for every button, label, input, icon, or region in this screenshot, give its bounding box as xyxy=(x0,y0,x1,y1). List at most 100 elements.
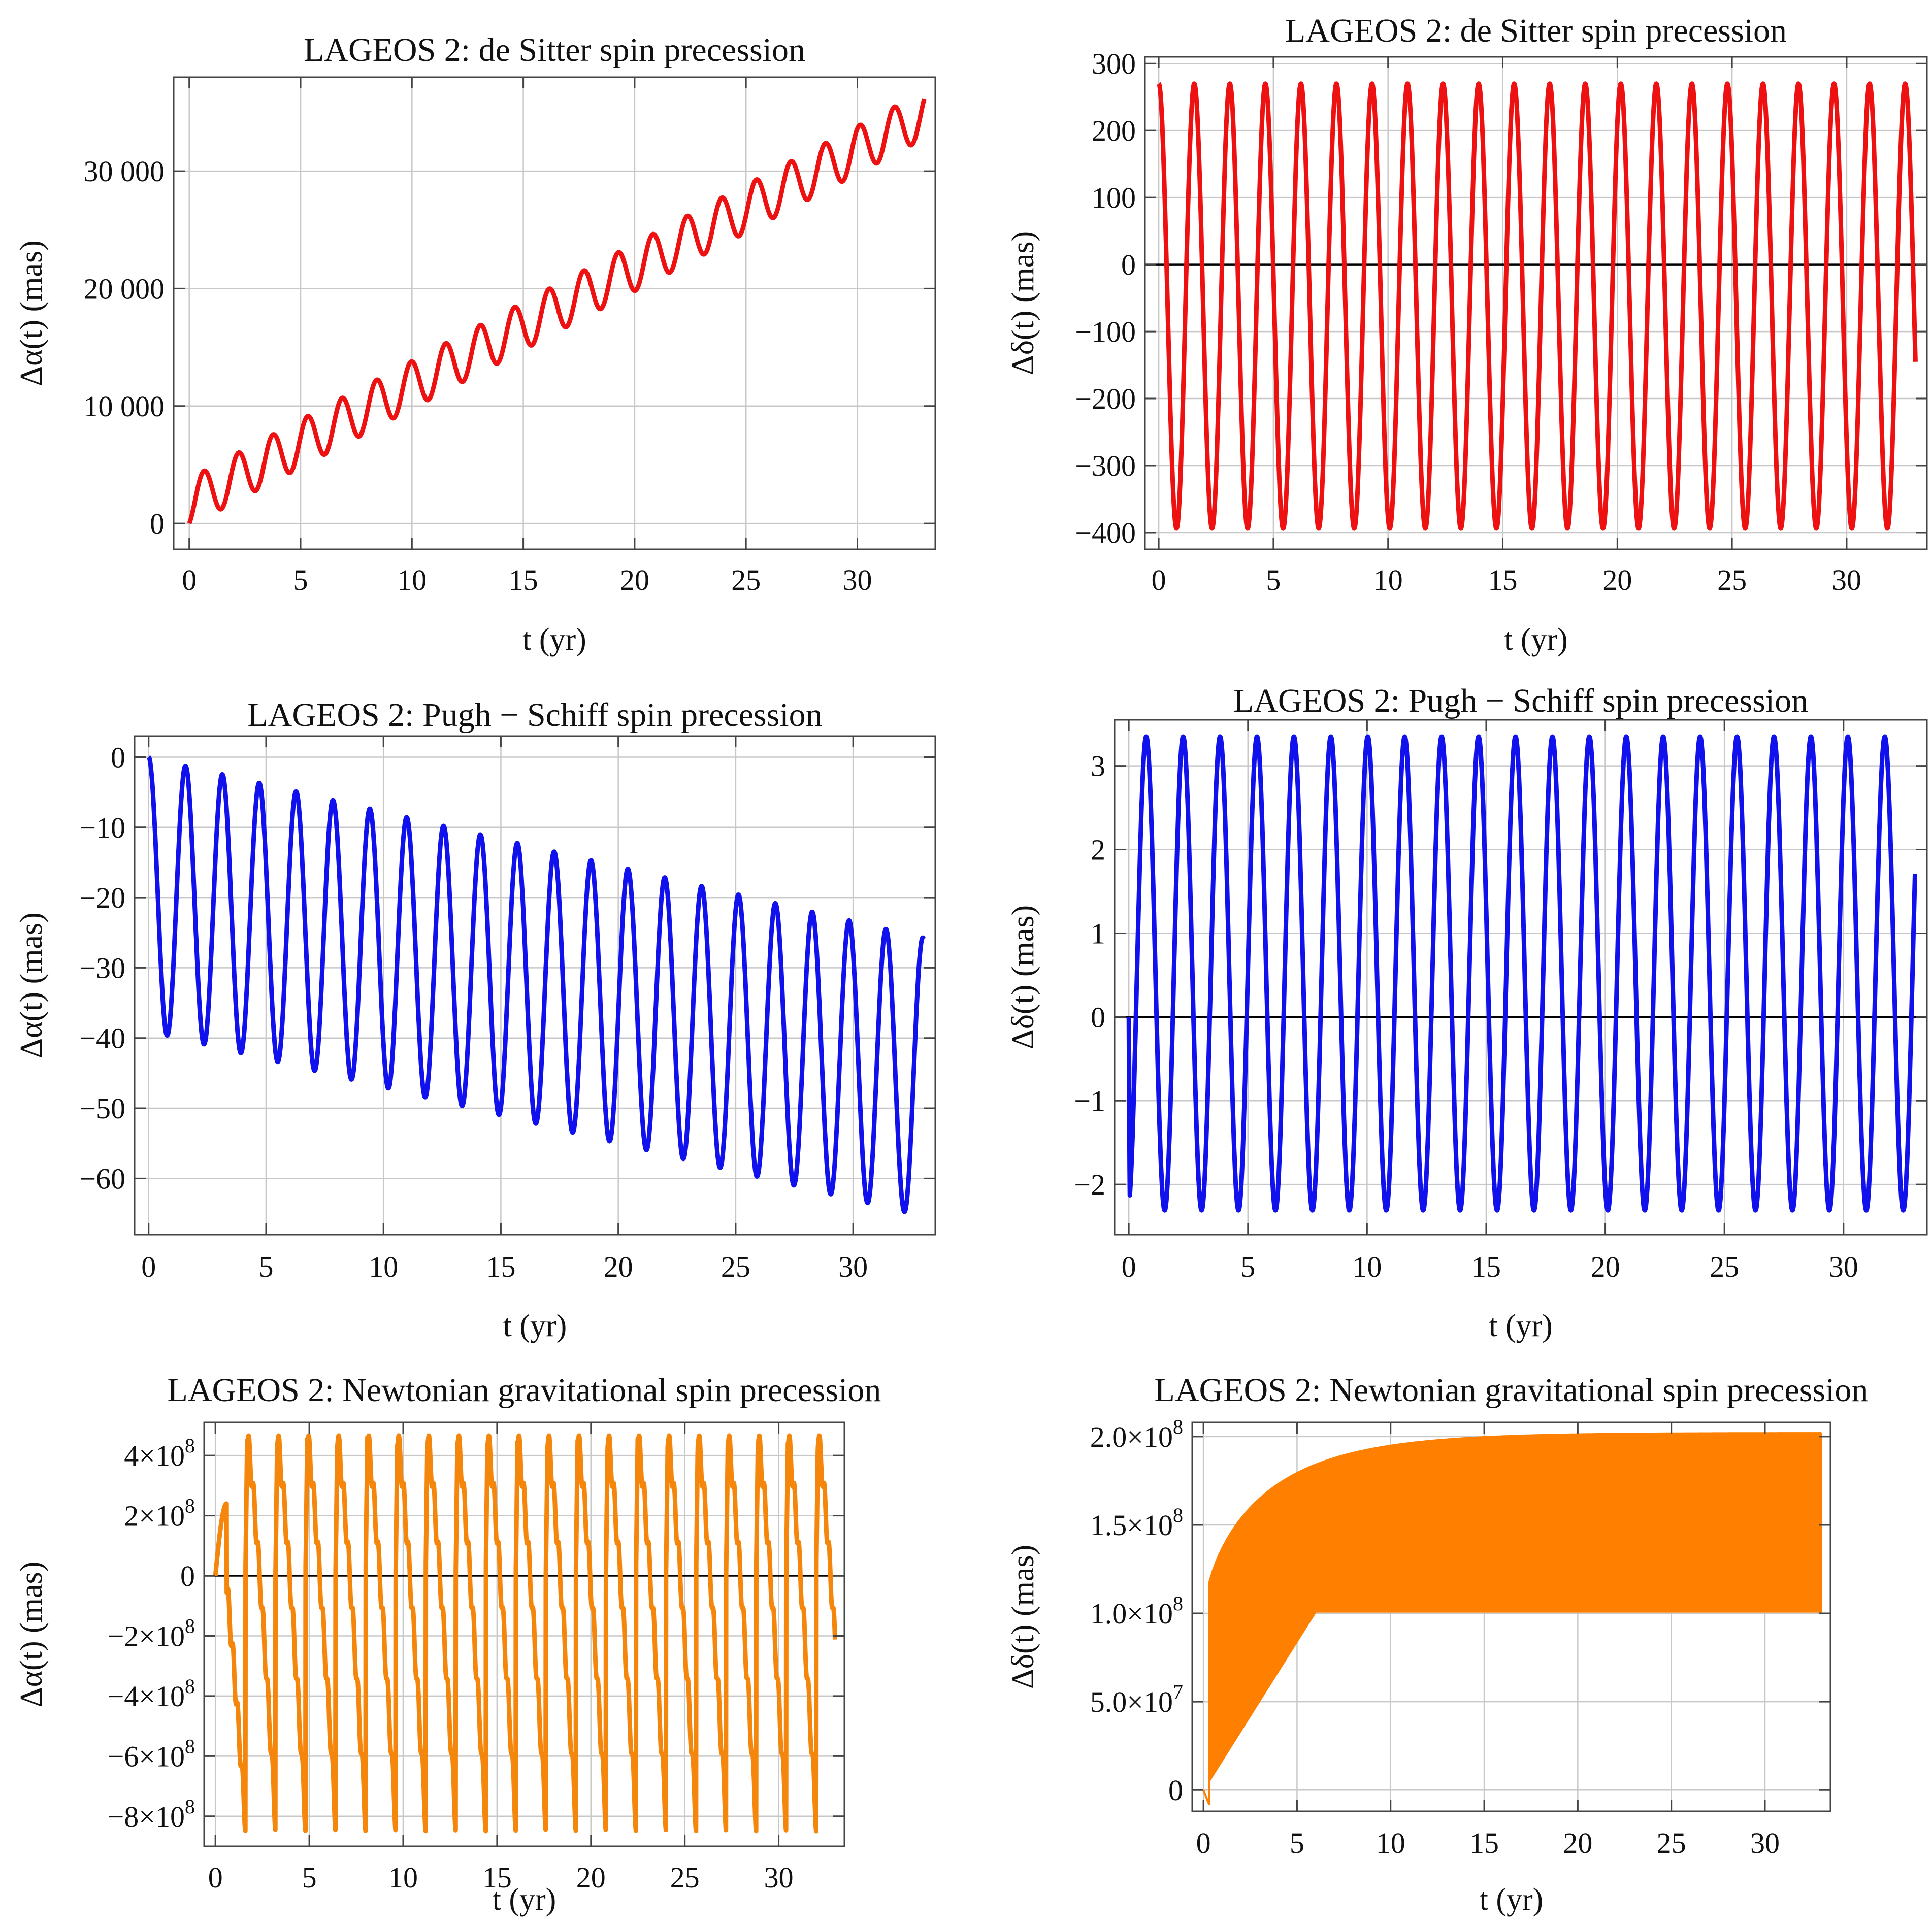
panel-pugh-schiff-delta: 0 5 10 15 20 25 30 −2 −1 0 1 2 3 LAGEOS 2: Pugh − Sch… xyxy=(1006,682,1928,1343)
x-axis-label: t (yr) xyxy=(493,1882,556,1917)
y-tick-exponent: 8 xyxy=(185,1675,195,1698)
x-tick-label: 25 xyxy=(1657,1827,1686,1860)
chart-title: LAGEOS 2: Newtonian gravitational spin p… xyxy=(168,1372,881,1409)
x-tick-label: 10 xyxy=(1373,563,1403,596)
x-tick-label: 20 xyxy=(1591,1250,1620,1283)
y-tick-label: −100 xyxy=(1075,315,1136,348)
x-tick-label: 5 xyxy=(258,1250,273,1283)
x-tick-label: 30 xyxy=(1750,1827,1780,1860)
y-tick-label: −60 xyxy=(79,1162,125,1195)
series-line-p6 xyxy=(1202,1432,1822,1805)
x-tick-label: 15 xyxy=(482,1861,512,1894)
x-tick-label: 0 xyxy=(182,563,197,596)
y-tick-exponent: 8 xyxy=(1173,1504,1183,1527)
x-tick-label: 5 xyxy=(1266,563,1281,596)
x-axis-label: t (yr) xyxy=(503,1309,567,1343)
y-tick-label: −30 xyxy=(79,951,125,984)
y-tick-label: −200 xyxy=(1075,382,1136,415)
y-tick-label: −1 xyxy=(1074,1084,1105,1117)
x-tick-label: 5 xyxy=(1240,1250,1255,1283)
x-tick-label: 5 xyxy=(1290,1827,1304,1860)
x-tick-label: 25 xyxy=(731,563,761,596)
y-tick-exponent: 8 xyxy=(185,1795,195,1818)
y-tick-mantissa: 2.0×10 xyxy=(1090,1420,1173,1453)
x-tick-label: 0 xyxy=(1196,1827,1211,1860)
x-tick-label: 25 xyxy=(1710,1250,1739,1283)
x-tick-label: 0 xyxy=(208,1861,223,1894)
y-tick-mantissa: 4×10 xyxy=(124,1439,185,1472)
x-tick-label: 20 xyxy=(1602,563,1632,596)
y-tick-label: 5.0×107 xyxy=(1090,1680,1183,1718)
y-tick-label: 20 000 xyxy=(84,272,165,305)
y-tick-label: 2.0×108 xyxy=(1090,1415,1183,1453)
x-tick-label: 20 xyxy=(576,1861,606,1894)
y-axis-label: Δδ(t) (mas) xyxy=(1006,1545,1040,1689)
y-tick-label: 100 xyxy=(1092,181,1136,214)
y-tick-exponent: 8 xyxy=(185,1735,195,1757)
panel-newtonian-alpha: 0 5 10 15 20 25 30−8×108−6×108−4×108−2×10802×1… xyxy=(14,1372,881,1917)
panel-newtonian-delta: 0 5 10 15 20 25 3005.0×1071.0×1081.5×1082.0×10… xyxy=(1006,1372,1868,1917)
series-line-p3 xyxy=(146,755,926,1214)
plot-frame xyxy=(203,1421,845,1847)
x-tick-label: 10 xyxy=(369,1250,398,1283)
y-tick-exponent: 8 xyxy=(1173,1592,1183,1615)
y-tick-label: −50 xyxy=(79,1092,125,1125)
x-tick-label: 15 xyxy=(1469,1827,1499,1860)
y-tick-mantissa: 2×10 xyxy=(124,1500,185,1533)
y-tick-mantissa: 1.0×10 xyxy=(1090,1597,1173,1630)
y-tick-label: 0 xyxy=(180,1560,195,1593)
plot-frame xyxy=(1114,719,1928,1236)
plot-frame xyxy=(1144,56,1928,550)
y-tick-label: 1 xyxy=(1091,917,1105,950)
plot-frame xyxy=(173,76,936,550)
x-tick-label: 15 xyxy=(1488,563,1518,596)
y-tick-mantissa: −6×10 xyxy=(108,1740,185,1773)
y-tick-label: −2 xyxy=(1074,1168,1105,1201)
y-tick-exponent: 7 xyxy=(1173,1680,1183,1703)
y-tick-label: 0 xyxy=(111,741,125,774)
x-tick-label: 30 xyxy=(764,1861,794,1894)
y-tick-label: 0 xyxy=(1121,248,1136,281)
panel-de-sitter-delta: 0 5 10 15 20 25 30 −400 −300 −200 −100 0 100 200 300 LA… xyxy=(1006,12,1928,657)
x-axis-label: t (yr) xyxy=(1504,622,1568,657)
y-tick-label: −4×108 xyxy=(108,1675,195,1713)
chart-title: LAGEOS 2: Pugh − Schiff spin precession xyxy=(1233,682,1808,719)
y-tick-mantissa: −4×10 xyxy=(108,1680,185,1713)
x-tick-label: 0 xyxy=(141,1250,156,1283)
y-tick-label: −20 xyxy=(79,881,125,914)
x-tick-label: 25 xyxy=(1717,563,1747,596)
y-tick-label: −8×108 xyxy=(108,1795,195,1833)
plot-frame xyxy=(134,735,936,1236)
series-line-p5 xyxy=(213,1433,837,1834)
y-axis-label: Δα(t) (mas) xyxy=(14,1562,49,1708)
y-tick-label: 1.0×108 xyxy=(1090,1592,1183,1630)
x-tick-label: 20 xyxy=(620,563,649,596)
y-tick-exponent: 8 xyxy=(185,1495,195,1517)
x-tick-label: 25 xyxy=(721,1250,750,1283)
y-tick-label: −10 xyxy=(79,811,125,844)
y-tick-exponent: 8 xyxy=(1173,1415,1183,1438)
y-tick-exponent: 8 xyxy=(185,1434,195,1457)
y-tick-label: 1.5×108 xyxy=(1090,1504,1183,1542)
y-tick-label: 300 xyxy=(1092,47,1136,80)
y-tick-label: 2×108 xyxy=(124,1495,195,1533)
x-tick-label: 30 xyxy=(1832,563,1861,596)
y-tick-mantissa: 1.5×10 xyxy=(1090,1509,1173,1542)
y-tick-label: 3 xyxy=(1091,750,1105,783)
plot-frame xyxy=(1191,1421,1831,1812)
x-tick-label: 10 xyxy=(397,563,427,596)
x-tick-label: 0 xyxy=(1122,1250,1136,1283)
x-tick-label: 5 xyxy=(302,1861,317,1894)
y-tick-label: −300 xyxy=(1075,449,1136,482)
series-line-p1 xyxy=(187,97,927,525)
x-tick-label: 15 xyxy=(486,1250,515,1283)
chart-title: LAGEOS 2: de Sitter spin precession xyxy=(304,31,805,69)
x-tick-label: 10 xyxy=(388,1861,418,1894)
x-tick-label: 30 xyxy=(1829,1250,1858,1283)
x-axis-label: t (yr) xyxy=(522,622,586,657)
x-axis-label: t (yr) xyxy=(1480,1882,1544,1917)
x-tick-label: 20 xyxy=(1563,1827,1592,1860)
y-tick-label: 0 xyxy=(150,507,165,540)
chart-title: LAGEOS 2: de Sitter spin precession xyxy=(1285,12,1787,49)
